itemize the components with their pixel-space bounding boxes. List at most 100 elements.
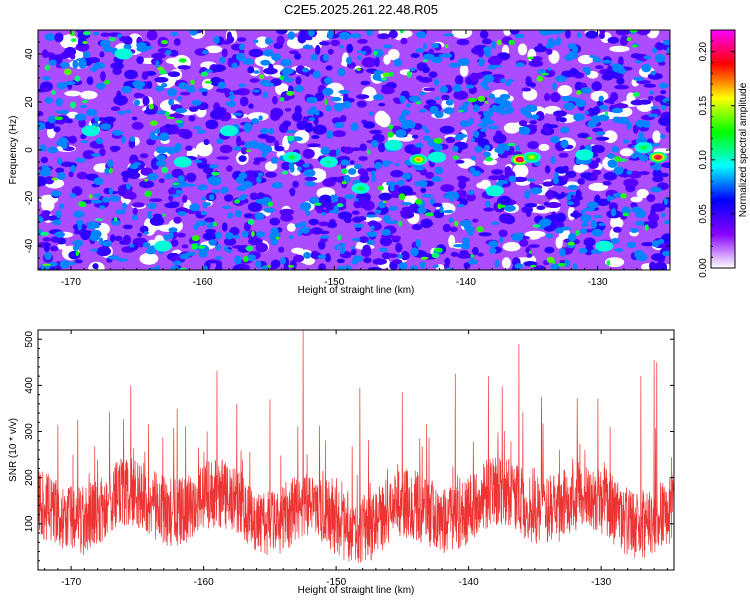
spectrogram-cell [304,176,318,181]
spectrogram-cell [193,126,202,130]
spectrogram-cell [122,202,127,210]
spectrogram-cell [650,106,659,110]
spectrogram-cell [597,114,610,122]
spectrogram-cell [400,37,408,45]
spectrogram-cell [663,197,669,206]
spectrogram-cell [92,263,99,270]
spectrogram-cell [445,191,457,196]
spectrogram-cell [573,113,585,122]
spectrogram-cell [108,187,113,196]
spectrogram-cell [534,45,548,53]
spectrogram-cell [325,253,331,263]
spectrogram-cell [168,232,174,240]
spectrogram-cell [630,99,645,106]
colorbar-tick-label: 0.05 [698,204,709,224]
snr-x-axis: -170 -160 -150 -140 -130 [44,330,668,588]
spectrogram-cell [488,125,499,130]
spectrogram-cell [129,244,135,248]
spectrogram-cell [663,220,670,225]
spectrogram-cell [253,70,260,74]
spectrogram-cell [556,36,562,46]
spectrogram-cell [519,239,529,247]
spectrogram-cell [225,249,233,253]
snr-y-axis: 100 200 300 400 500 [24,329,674,562]
spectrogram-cell [448,234,456,248]
spectrogram-cell [382,72,391,78]
spectrogram-cell [353,223,364,228]
spectrogram-cell [472,247,479,256]
spectrogram-cell [356,68,361,71]
spectrogram-cell [474,145,483,153]
spectrogram-cell [366,30,374,36]
spectrogram-cell [371,173,376,183]
spectrogram-cell [508,39,515,46]
spectrogram-cell [164,202,179,209]
spectrogram-cell [555,212,567,223]
spectrogram-cell [38,215,44,224]
spectrogram-cell [579,164,589,171]
spectrogram-cell [237,196,246,201]
spectrogram-cell [317,240,326,250]
spectrogram-cell [93,62,106,69]
spectrogram-cell [417,206,427,214]
spectrogram-cell [334,122,345,129]
spectrogram-cell [359,174,370,183]
spectrogram-cell [245,245,254,251]
spectrogram-cell [400,251,410,261]
x-tick-label: -170 [61,277,81,288]
spectrogram-cell [545,233,554,239]
spectrogram-cell [257,133,270,139]
spectrogram-cell [536,75,543,82]
spectrogram-cell [527,178,536,182]
spectrogram-cell [119,36,128,42]
spectrogram-cell [389,185,395,192]
spectrogram-cell [221,48,228,58]
spectrogram-cell [195,141,213,157]
spectrogram-cell [362,170,369,177]
spectrogram-cell [387,131,394,138]
spectrogram-cell [528,244,540,248]
spectrogram-cell [73,229,84,235]
spectrogram-cell [42,263,51,266]
spectrogram-cell [48,59,57,66]
spectrogram-cell [306,143,321,148]
spectrogram-cell [92,31,100,36]
spectrogram-cell [480,128,488,132]
spectrogram-cell [576,32,582,39]
spectrogram-cell [543,201,550,206]
spectrogram-cell [374,110,389,126]
y-tick-label: -40 [24,238,35,253]
spectrogram-cell [288,162,295,170]
spectrogram-cell [271,182,283,189]
spectrogram-cell [589,54,596,59]
spectrogram-cell [492,133,507,144]
spectrogram-cell [202,50,209,55]
spectrogram-cell [167,88,177,97]
spectrogram-cell [568,232,577,242]
spectrogram-cell [602,130,618,143]
spectrogram-cell [203,139,210,146]
spectrogram-cell [101,196,110,203]
spectrogram-cell [333,205,339,215]
spectrogram-cell [223,237,237,246]
spectrogram-cell [468,190,475,196]
y-tick-label: 40 [24,48,35,60]
spectrogram-cell [253,39,259,44]
spectrogram-cell [156,154,166,162]
spectrogram-cell [147,202,157,209]
spectrogram-cell [164,174,173,180]
spectrogram-cell [489,247,497,254]
spectrogram-cell [662,40,670,46]
spectrogram-cell [338,89,350,94]
spectrogram-cell [416,241,421,248]
spectrogram-cell [99,148,106,157]
spectrogram-cell [286,130,297,134]
spectrogram-cell [498,229,508,238]
spectrogram-cell [297,228,302,237]
spectrogram-cell [416,31,427,39]
spectrogram-cell [188,106,199,112]
spectrogram-cell [646,120,651,129]
spectrogram-cell [330,39,341,47]
spectrogram-cell [398,95,406,102]
spectrogram-cell [95,137,104,145]
